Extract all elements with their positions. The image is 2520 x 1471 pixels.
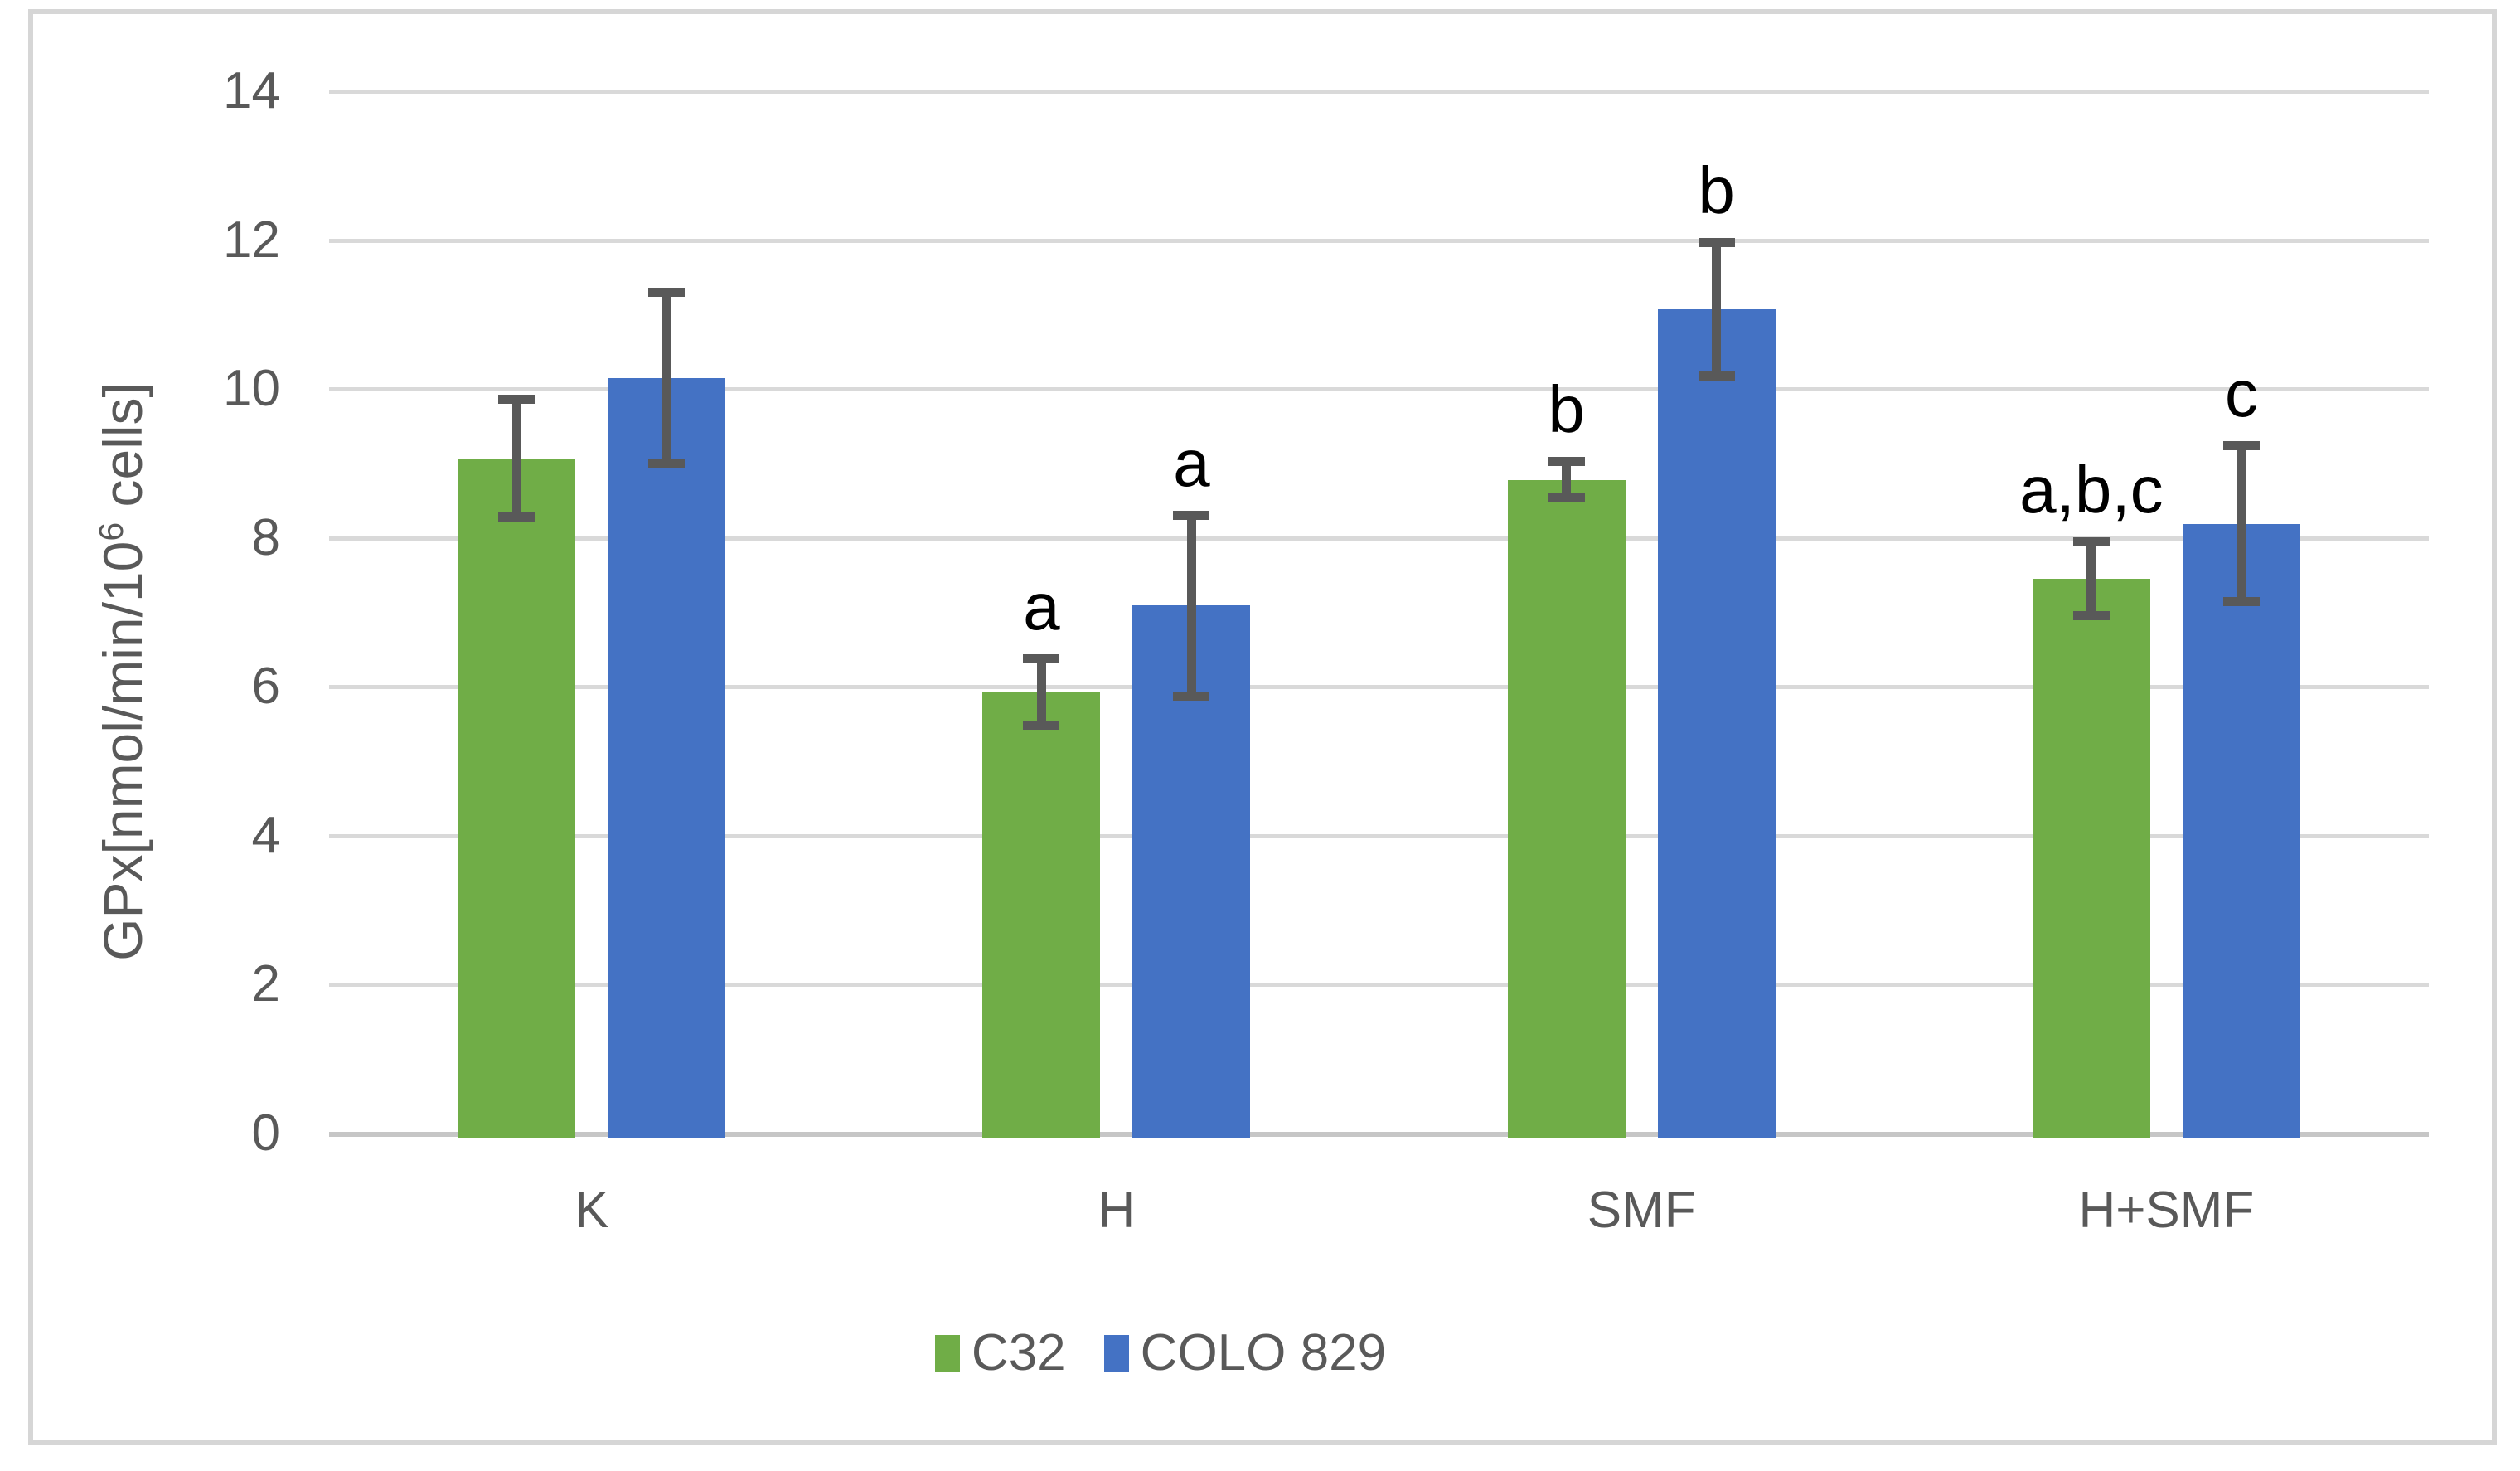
error-bar bbox=[1712, 242, 1722, 376]
bar-c32-smf bbox=[1507, 479, 1626, 1138]
gridline-y10 bbox=[329, 387, 2429, 392]
legend-item-c32: C32 bbox=[934, 1324, 1066, 1381]
x-axis-label-h+smf: H+SMF bbox=[2078, 1182, 2255, 1239]
legend-label-colo-829: COLO 829 bbox=[1140, 1324, 1387, 1381]
y-axis-title-text: GPx[nmol/min/10 bbox=[92, 541, 153, 961]
gridline-y0 bbox=[329, 1132, 2429, 1137]
x-axis-label-k: K bbox=[574, 1182, 609, 1239]
bar-colo-829-h+smf bbox=[2182, 523, 2300, 1138]
significance-label: a bbox=[1023, 570, 1060, 644]
legend-item-colo-829: COLO 829 bbox=[1103, 1324, 1387, 1381]
y-axis-tick-label: 12 bbox=[223, 211, 280, 269]
y-axis-tick-label: 4 bbox=[251, 806, 280, 864]
error-bar-top-cap bbox=[2072, 537, 2110, 547]
significance-label: a,b,c bbox=[2019, 453, 2164, 527]
gridline-y12 bbox=[329, 238, 2429, 243]
x-axis-label-h: H bbox=[1098, 1182, 1136, 1239]
significance-label: a bbox=[1173, 425, 1210, 500]
error-bar-top-cap bbox=[1548, 457, 1585, 467]
y-axis-tick-label: 0 bbox=[251, 1104, 280, 1162]
error-bar-top-cap bbox=[2222, 441, 2260, 451]
error-bar bbox=[662, 292, 671, 464]
x-axis-label-smf: SMF bbox=[1587, 1182, 1696, 1239]
error-bar bbox=[511, 398, 521, 518]
bar-c32-h bbox=[982, 692, 1101, 1138]
error-bar bbox=[1186, 514, 1196, 697]
bar-c32-h+smf bbox=[2032, 579, 2150, 1138]
significance-label: c bbox=[2224, 357, 2258, 431]
y-axis-tick-label: 10 bbox=[223, 360, 280, 418]
error-bar-bottom-cap bbox=[2072, 610, 2110, 620]
bar-colo-829-smf bbox=[1657, 309, 1776, 1138]
significance-label: b bbox=[1548, 372, 1585, 447]
error-bar bbox=[2236, 445, 2246, 602]
error-bar-bottom-cap bbox=[1548, 493, 1585, 503]
legend-swatch-c32 bbox=[934, 1334, 960, 1372]
y-axis-tick-label: 14 bbox=[223, 62, 280, 119]
error-bar bbox=[2086, 541, 2096, 616]
error-bar bbox=[1562, 461, 1572, 499]
error-bar-top-cap bbox=[1173, 510, 1210, 520]
y-axis-tick-label: 8 bbox=[251, 508, 280, 566]
significance-label: b bbox=[1698, 153, 1735, 228]
error-bar-bottom-cap bbox=[498, 512, 536, 522]
gridline-y4 bbox=[329, 833, 2429, 838]
legend-label-c32: C32 bbox=[971, 1324, 1066, 1381]
error-bar-top-cap bbox=[498, 394, 536, 404]
error-bar-bottom-cap bbox=[1023, 720, 1060, 730]
bar-c32-k bbox=[458, 458, 576, 1138]
gridline-y8 bbox=[329, 536, 2429, 541]
error-bar-top-cap bbox=[1023, 654, 1060, 664]
error-bar-bottom-cap bbox=[1173, 691, 1210, 701]
error-bar-top-cap bbox=[1698, 238, 1735, 248]
error-bar-bottom-cap bbox=[2222, 596, 2260, 606]
gridline-y2 bbox=[329, 983, 2429, 988]
y-axis-tick-label: 6 bbox=[251, 658, 280, 716]
gridline-y6 bbox=[329, 685, 2429, 690]
error-bar-bottom-cap bbox=[648, 458, 686, 468]
y-axis-tick-label: 2 bbox=[251, 955, 280, 1013]
bar-colo-829-k bbox=[608, 377, 726, 1138]
error-bar-top-cap bbox=[648, 288, 686, 298]
error-bar bbox=[1036, 658, 1046, 726]
legend: C32 COLO 829 bbox=[0, 1327, 2321, 1380]
legend-swatch-colo-829 bbox=[1103, 1334, 1129, 1372]
error-bar-bottom-cap bbox=[1698, 371, 1735, 381]
gridline-y14 bbox=[329, 90, 2429, 94]
